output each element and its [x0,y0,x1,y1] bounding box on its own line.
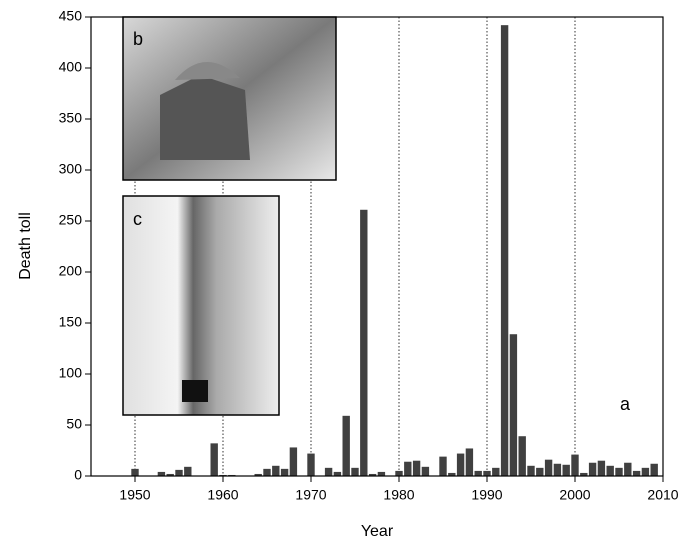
y-tick-label: 100 [59,365,83,381]
y-axis-label: Death toll [17,212,34,280]
bar [342,415,350,476]
bar [544,459,553,476]
bar [263,468,271,476]
bar [184,466,192,476]
bar [448,472,456,476]
bar [157,471,166,476]
bar [368,473,377,476]
dome [175,61,240,80]
bar [360,209,368,476]
panel-label: c [133,209,142,229]
bar [421,466,430,476]
y-tick-label: 0 [74,467,82,483]
bar [272,465,280,476]
bar [536,467,544,476]
x-tick-label: 1970 [295,487,326,503]
y-tick-label: 200 [59,263,83,279]
bar [615,467,623,476]
bar [210,443,218,476]
bar [588,462,597,476]
bar [571,454,579,476]
bar [641,467,650,476]
bar [254,473,262,476]
plot-area: 1950 1960 1970 1980 1990 2000 2010 0 50 100 150 200… [59,8,679,503]
y-tick-label: 450 [59,8,83,24]
bar [175,469,183,476]
y-tick-label: 250 [59,212,83,228]
y-tick-label: 350 [59,110,83,126]
bar [412,460,421,476]
bar [500,25,509,476]
x-tick-label: 1990 [471,487,502,503]
bar [562,464,570,476]
vehicle [182,380,208,402]
x-tick-label: 1960 [207,487,238,503]
x-tick-label: 1980 [383,487,414,503]
bar [404,461,412,476]
bar [456,453,465,476]
bar [492,467,500,476]
bar [307,453,315,476]
bar [483,470,491,476]
bar [606,465,614,476]
bar [553,463,562,476]
bar [395,470,403,476]
bar [624,462,632,476]
bar [632,470,641,476]
axis-frame [90,16,664,477]
bar [580,472,588,476]
x-tick-label: 1950 [119,487,150,503]
panel-label: a [620,394,631,414]
bar [527,465,535,476]
y-tick-label: 150 [59,314,83,330]
x-tick-label: 2000 [559,487,590,503]
bar [474,470,482,476]
bar [439,456,447,476]
y-tick-label: 50 [66,416,82,432]
y-tick-label: 300 [59,161,83,177]
bar [518,436,526,476]
bar [465,448,474,476]
bar [509,334,518,476]
y-tick-label: 400 [59,59,83,75]
bar [377,471,386,476]
bar [597,460,606,476]
bar [650,463,658,476]
x-axis-label: Year [361,523,394,540]
bar [324,467,333,476]
bar [280,468,289,476]
panel-label: b [133,29,143,49]
bar [289,447,298,476]
bar [351,467,359,476]
bar [166,473,174,476]
bar [131,468,139,476]
bar [333,471,342,476]
building [160,75,250,160]
inset-photo-c [122,195,280,416]
x-tick-label: 2010 [647,487,678,503]
